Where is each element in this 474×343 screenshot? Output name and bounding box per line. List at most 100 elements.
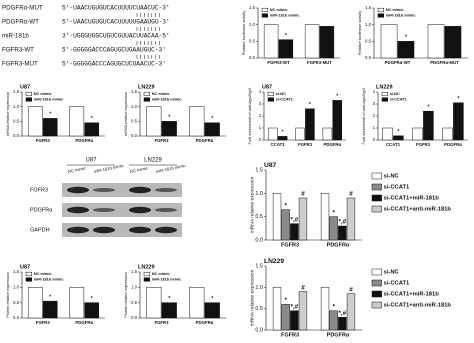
- y-tick-label: 1.5: [255, 263, 263, 269]
- blot-band: [129, 186, 151, 194]
- blot-strip: [62, 203, 182, 217]
- legend-swatch: [371, 194, 382, 202]
- y-tick-label: 1.0: [13, 104, 20, 109]
- bar: [423, 110, 434, 141]
- legend-swatch: [261, 7, 269, 13]
- bar: [267, 127, 278, 141]
- bar: [27, 287, 43, 319]
- y-tick-label: 0.5: [131, 118, 138, 123]
- bar: [322, 127, 333, 141]
- y-tick-label: 0.0: [131, 133, 138, 138]
- bar: [84, 302, 100, 319]
- blot-band: [67, 186, 89, 194]
- blot-band: [93, 226, 115, 234]
- x-tick-label: FGFR3: [154, 138, 169, 143]
- significance-mark: *,#: [290, 216, 298, 223]
- blot-strip: [62, 183, 182, 197]
- y-tick-label: 1.5: [255, 167, 263, 173]
- bar: [277, 136, 288, 141]
- significance-mark: #: [301, 191, 305, 198]
- y-tick-label: 0.5: [13, 300, 20, 305]
- bar: [319, 26, 335, 59]
- y-axis-label: mRNA relative expression: [123, 92, 128, 136]
- bar: [42, 118, 58, 137]
- bar: [332, 100, 343, 141]
- y-tick-label: 1.5: [131, 269, 138, 274]
- legend-label: NC mimic: [270, 7, 289, 12]
- significance-mark: *: [397, 129, 399, 135]
- bar: [290, 223, 299, 241]
- x-tick-label: PDGFRα-MUT: [430, 60, 459, 65]
- y-tick-label: 1: [259, 125, 262, 130]
- y-tick-label: 3: [259, 101, 262, 106]
- bar: [42, 300, 58, 319]
- y-axis-label: Fold enrichment of anti-Ago2/IgG: [361, 88, 366, 145]
- significance-mark: *: [457, 96, 459, 102]
- significance-mark: *: [427, 105, 429, 111]
- x-tick-label: PDGFRα: [75, 320, 93, 325]
- bar: [204, 122, 220, 137]
- x-tick-label: CCAT1: [386, 142, 401, 147]
- y-tick-label: 0.0: [255, 237, 263, 243]
- significance-mark: *: [284, 202, 287, 209]
- sequence-name: PDGFRα-WT: [2, 19, 39, 26]
- legend-label: miR-181b mimic: [34, 277, 64, 282]
- blot-band: [93, 208, 115, 212]
- chart-title: U87: [20, 84, 30, 90]
- legend-swatch: [371, 172, 382, 180]
- blot-cell-line: LN229: [144, 158, 162, 164]
- legend-label: si-NC: [390, 91, 400, 96]
- bar: [427, 24, 445, 59]
- x-tick-label: FGFR3: [154, 320, 169, 325]
- chart-title: U87: [262, 84, 272, 90]
- legend-label: si-CCAT1: [276, 97, 294, 102]
- legend-swatch: [371, 183, 382, 191]
- y-axis-label: Fold enrichment of anti-Ago2/IgG: [247, 88, 252, 145]
- legend-swatch: [261, 13, 269, 18]
- bar: [338, 316, 347, 331]
- legend-label: NC mimic: [152, 91, 171, 96]
- sequence: 5'-UAACUGUGUCACUUUUUGAAUGU-3': [62, 19, 170, 26]
- bar: [146, 106, 162, 137]
- blot-row-label: FGFR3: [30, 187, 48, 193]
- legend-label: si-CCAT1+anti-miR-181b: [384, 303, 452, 309]
- bar: [295, 127, 305, 141]
- bar: [281, 304, 290, 331]
- legend-label: si-NC: [384, 270, 400, 276]
- bar: [444, 26, 462, 59]
- legend-swatch: [25, 271, 33, 277]
- legend-label: si-CCAT1+miR-181b: [384, 292, 440, 298]
- bar: [393, 135, 404, 141]
- legend-label: si-CCAT1: [384, 281, 410, 287]
- y-axis-label: mRNA relative expression: [249, 176, 255, 233]
- bar: [320, 193, 330, 241]
- significance-mark: *: [284, 297, 287, 304]
- chart-title: LN229: [264, 258, 284, 265]
- significance-mark: *: [282, 130, 284, 136]
- legend-label: miR-181b mimic: [152, 97, 182, 102]
- y-tick-label: 0.5: [255, 306, 263, 312]
- y-tick-label: 1.0: [131, 104, 138, 109]
- significance-mark: *: [336, 94, 338, 100]
- significance-mark: *: [168, 115, 170, 121]
- bar: [281, 209, 290, 241]
- legend-label: miR-181b mimic: [386, 13, 416, 18]
- blot-band: [155, 188, 177, 192]
- blot-band: [155, 208, 177, 212]
- y-tick-label: 2: [259, 113, 262, 118]
- legend-swatch: [371, 301, 382, 309]
- blot-column: miR-181b mimic: [155, 163, 186, 174]
- legend-swatch: [25, 97, 33, 102]
- significance-mark: *: [332, 209, 335, 216]
- sequence: 3'-UGGGUGGCUGUCGUUACUUACAA-5': [62, 33, 170, 40]
- legend-label: miR-181b mimic: [34, 97, 64, 102]
- x-tick-label: FGFR3: [36, 138, 51, 143]
- bar: [412, 127, 423, 141]
- legend-swatch: [143, 97, 151, 102]
- bar: [380, 24, 398, 59]
- y-tick-label: 3: [373, 101, 376, 106]
- legend-label: si-CCAT1+miR-181b: [384, 196, 440, 202]
- legend-swatch: [371, 290, 382, 298]
- blot-strip: [62, 223, 182, 237]
